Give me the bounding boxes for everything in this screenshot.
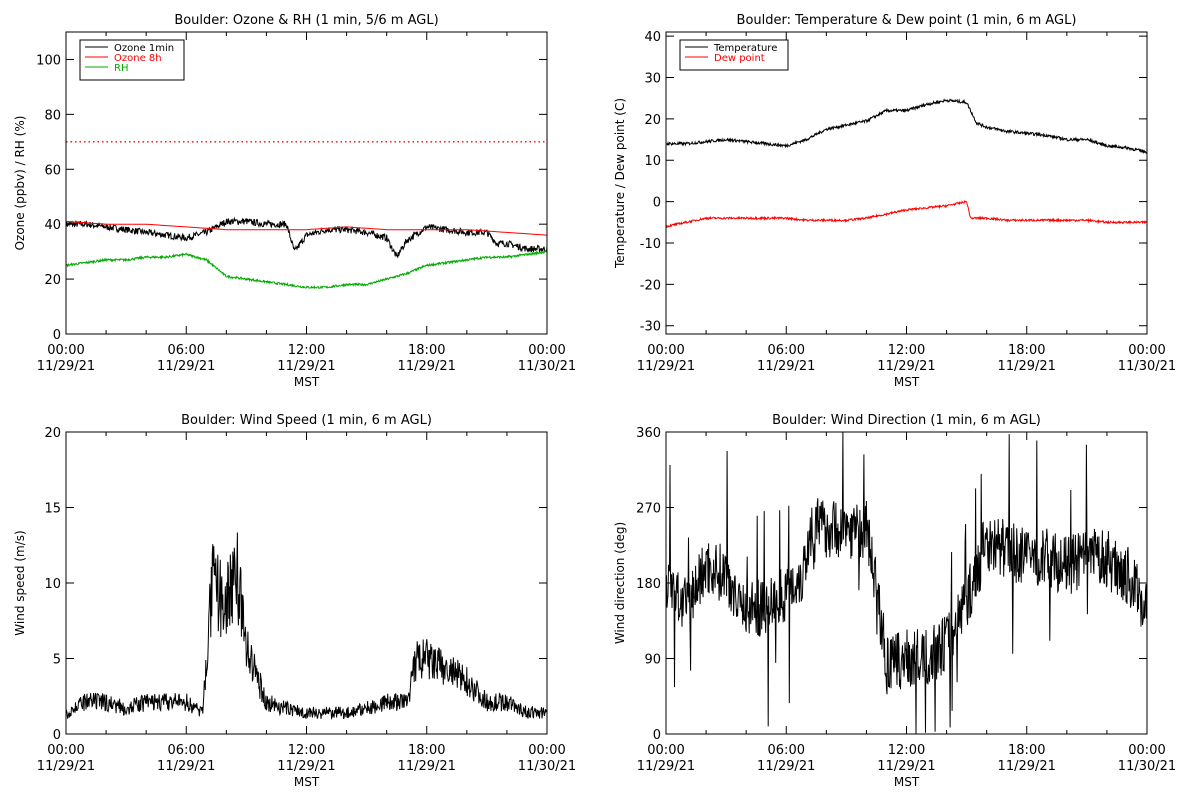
wind-speed-xlabel: MST [294, 775, 320, 789]
wind-speed-ytick-label: 20 [44, 426, 61, 441]
temp-dew-legend-box [679, 39, 789, 71]
ozone-rh-xtick-date: 11/29/21 [37, 359, 95, 374]
ozone-rh-xtick-time: 06:00 [168, 343, 205, 358]
temp-dew-ytick-label: 0 [653, 196, 661, 211]
ozone-rh-xtick-date: 11/29/21 [277, 359, 335, 374]
wind-dir-ytick-label: 90 [644, 653, 661, 668]
ozone-rh-series-rh [66, 249, 548, 290]
wind-dir-xtick-time: 18:00 [1008, 743, 1045, 758]
wind-speed-ylabel: Wind speed (m/s) [13, 530, 27, 635]
wind-dir-ytick-label: 360 [636, 426, 661, 441]
wind-dir-title: Boulder: Wind Direction (1 min, 6 m AGL) [772, 413, 1041, 428]
temp-dew-legend-entry: Dew point [714, 53, 765, 64]
ozone-rh-ytick-label: 80 [44, 108, 61, 123]
wind-dir-plot-frame [665, 431, 1148, 735]
wind-speed-xtick-time: 06:00 [168, 743, 205, 758]
ozone-rh-xtick-time: 18:00 [408, 343, 445, 358]
ozone-rh-ytick-label: 100 [36, 53, 61, 68]
temp-dew-xtick-date: 11/29/21 [877, 359, 935, 374]
ozone-rh-ytick-label: 40 [44, 218, 61, 233]
ozone-rh-xtick-date: 11/30/21 [518, 359, 576, 374]
temp-dew-xtick-date: 11/29/21 [757, 359, 815, 374]
temp-dew-xtick-time: 00:00 [647, 343, 684, 358]
wind-dir-xtick-date: 11/29/21 [637, 759, 695, 774]
wind-speed-xtick-time: 00:00 [528, 743, 565, 758]
temp-dew-xlabel: MST [894, 375, 920, 389]
wind-speed-ytick-label: 5 [53, 653, 61, 668]
wind-speed-ytick-label: 10 [44, 577, 61, 592]
wind-speed-ytick-label: 0 [53, 728, 61, 743]
ozone-rh-xtick-time: 12:00 [288, 343, 325, 358]
ozone-rh-series-ozone-1min [65, 216, 548, 258]
ozone-rh-ytick-label: 0 [53, 328, 61, 343]
wind-speed-xtick-date: 11/29/21 [398, 759, 456, 774]
ozone-rh-xlabel: MST [294, 375, 320, 389]
ozone-rh-xtick-date: 11/29/21 [398, 359, 456, 374]
panel-ozone-rh: Boulder: Ozone & RH (1 min, 5/6 m AGL) 0 2… [13, 13, 576, 389]
ozone-rh-ytick-label: 20 [44, 273, 61, 288]
temp-dew-ytick-label: 40 [644, 30, 661, 45]
wind-speed-xtick-time: 12:00 [288, 743, 325, 758]
wind-dir-ytick-label: 270 [636, 502, 661, 517]
temp-dew-xtick-time: 12:00 [888, 343, 925, 358]
temp-dew-xtick-time: 18:00 [1008, 343, 1045, 358]
ozone-rh-xtick-date: 11/29/21 [157, 359, 215, 374]
ozone-rh-title: Boulder: Ozone & RH (1 min, 5/6 m AGL) [174, 13, 438, 28]
temp-dew-xtick-date: 11/29/21 [998, 359, 1056, 374]
ozone-rh-legend-entry: Ozone 8h [114, 53, 162, 64]
panel-temperature-dewpoint: Boulder: Temperature & Dew point (1 min,… [613, 13, 1176, 389]
temp-dew-xtick-date: 11/30/21 [1118, 359, 1176, 374]
temp-dew-xtick-time: 06:00 [768, 343, 805, 358]
temp-dew-ytick-label: 30 [644, 72, 661, 87]
wind-dir-xlabel: MST [894, 775, 920, 789]
temp-dew-xtick-date: 11/29/21 [637, 359, 695, 374]
wind-dir-xtick-time: 06:00 [768, 743, 805, 758]
wind-dir-xtick-time: 00:00 [1128, 743, 1165, 758]
ozone-rh-xtick-time: 00:00 [528, 343, 565, 358]
temp-dew-ytick-label: 20 [644, 113, 661, 128]
wind-dir-xtick-date: 11/29/21 [877, 759, 935, 774]
wind-speed-xtick-date: 11/29/21 [277, 759, 335, 774]
panel-wind-speed: Boulder: Wind Speed (1 min, 6 m AGL) 0 5 10… [13, 413, 576, 789]
panel-wind-direction: Boulder: Wind Direction (1 min, 6 m AGL)… [613, 413, 1176, 789]
wind-speed-title: Boulder: Wind Speed (1 min, 6 m AGL) [181, 413, 432, 428]
wind-dir-xtick-date: 11/29/21 [757, 759, 815, 774]
temp-dew-ytick-label: -20 [640, 278, 661, 293]
temp-dew-ytick-label: -10 [640, 237, 661, 252]
ozone-rh-ytick-label: 60 [44, 163, 61, 178]
ozone-rh-legend-entry: RH [114, 63, 128, 74]
wind-speed-xtick-time: 18:00 [408, 743, 445, 758]
wind-dir-xtick-date: 11/30/21 [1118, 759, 1176, 774]
wind-dir-xtick-time: 12:00 [888, 743, 925, 758]
temp-dew-legend-entry: Temperature [713, 43, 777, 54]
wind-dir-series-line [665, 431, 1148, 735]
wind-dir-xtick-date: 11/29/21 [998, 759, 1056, 774]
temp-dew-series-dew-point [665, 200, 1148, 228]
wind-dir-ytick-label: 180 [636, 577, 661, 592]
wind-speed-series-line [65, 532, 548, 721]
wind-speed-ytick-label: 15 [44, 502, 61, 517]
ozone-rh-series-ozone-8h [65, 220, 548, 236]
wind-speed-xtick-time: 00:00 [47, 743, 84, 758]
wind-speed-xtick-date: 11/30/21 [518, 759, 576, 774]
temp-dew-ylabel: Temperature / Dew point (C) [613, 98, 627, 269]
temp-dew-series-temperature [666, 98, 1148, 155]
temp-dew-ytick-label: -30 [640, 320, 661, 335]
wind-dir-ytick-label: 0 [653, 728, 661, 743]
wind-dir-ylabel: Wind direction (deg) [613, 522, 627, 644]
ozone-rh-xtick-time: 00:00 [47, 343, 84, 358]
wind-speed-xtick-date: 11/29/21 [157, 759, 215, 774]
temp-dew-ytick-label: 10 [644, 154, 661, 169]
ozone-rh-legend-entry: Ozone 1min [114, 43, 174, 54]
ozone-rh-ylabel: Ozone (ppbv) / RH (%) [13, 116, 27, 251]
wind-dir-xtick-time: 00:00 [647, 743, 684, 758]
temp-dew-plot-frame [665, 31, 1148, 335]
wind-speed-xtick-date: 11/29/21 [37, 759, 95, 774]
temp-dew-xtick-time: 00:00 [1128, 343, 1165, 358]
temp-dew-title: Boulder: Temperature & Dew point (1 min,… [737, 13, 1077, 28]
